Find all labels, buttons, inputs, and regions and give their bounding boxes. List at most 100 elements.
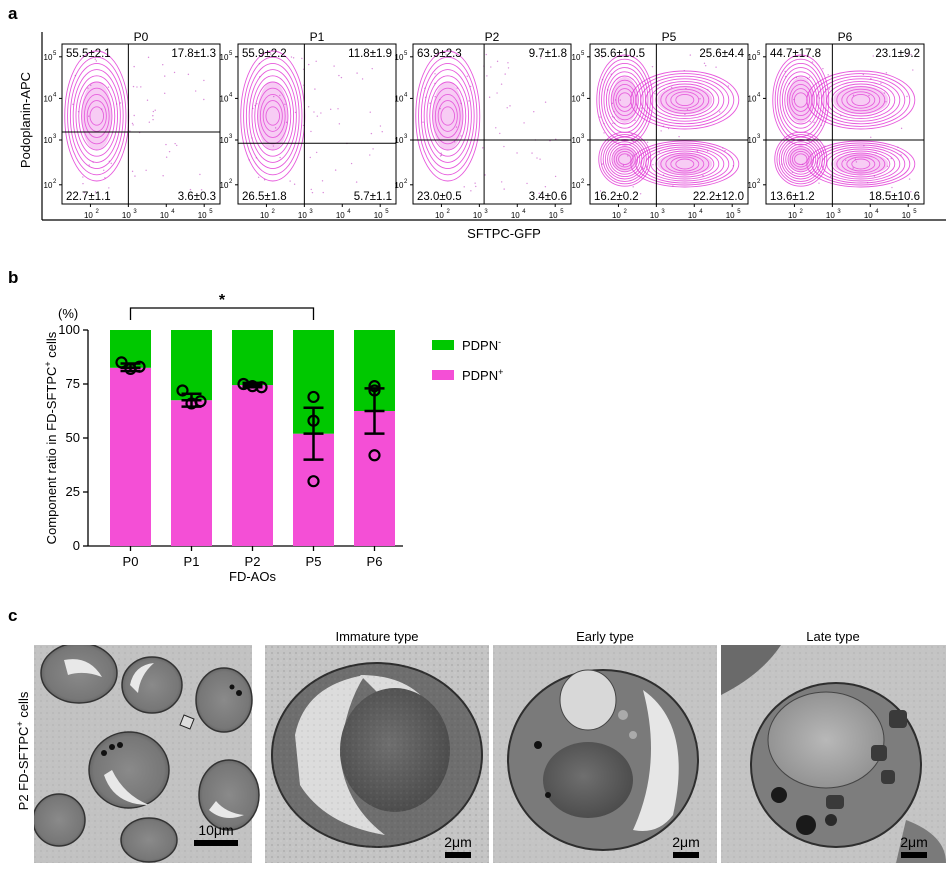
y-tick-label: 25 — [66, 484, 80, 499]
x-tick: 10 — [473, 211, 482, 220]
bar-chart-group: 0 25 50 75 100(%) Component ratio in FD-SFTPC… — [43, 292, 503, 584]
legend-swatch — [432, 340, 454, 350]
x-tick: 10 — [435, 211, 444, 220]
x-tick-exp: 4 — [347, 209, 351, 215]
x-tick-exp: 3 — [133, 209, 137, 215]
svg-text:P2 FD-SFTPC+ cells: P2 FD-SFTPC+ cells — [15, 691, 31, 810]
y-tick-exp: 2 — [581, 179, 585, 185]
data-point — [176, 384, 189, 397]
quadrant-lr: 22.2±12.0 — [693, 191, 744, 203]
x-tick-exp: 3 — [837, 209, 841, 215]
em-images: 10μm 2μm 2μm — [34, 645, 946, 863]
y-tick-exp: 4 — [53, 92, 57, 98]
y-tick: 10 — [220, 94, 229, 103]
x-tick: 10 — [198, 211, 207, 220]
quadrant-ur: 17.8±1.3 — [171, 48, 216, 60]
y-tick-exp: 3 — [229, 134, 233, 140]
panel-a-y-label: Podoplanin-APC — [18, 72, 33, 168]
y-tick: 10 — [44, 53, 53, 62]
y-tick-exp: 4 — [757, 92, 761, 98]
y-tick-exp: 2 — [404, 179, 408, 185]
x-tick-label: P5 — [306, 554, 322, 569]
x-tick: 10 — [650, 211, 659, 220]
x-tick: 10 — [826, 211, 835, 220]
panel-c-letter: c — [8, 606, 18, 625]
quadrant-lr: 3.6±0.3 — [178, 191, 216, 203]
quadrant-ul: 63.9±2.3 — [417, 48, 462, 60]
y-tick-label: 0 — [73, 538, 80, 553]
flow-plot-title: P0 — [134, 30, 149, 44]
significance-bracket — [129, 307, 315, 320]
legend-swatch — [432, 370, 454, 380]
x-axis-label: FD-AOs — [229, 569, 276, 584]
x-tick-exp: 3 — [484, 209, 488, 215]
y-tick-exp: 4 — [581, 92, 585, 98]
quadrant-ur: 9.7±1.8 — [529, 48, 567, 60]
x-tick-exp: 3 — [309, 209, 313, 215]
x-tick: 10 — [374, 211, 383, 220]
x-tick: 10 — [864, 211, 873, 220]
quadrant-lr: 18.5±10.6 — [869, 191, 920, 203]
flow-cytometry-panel: Podoplanin-APC SFTPC-GFP P0 55.5±2.1 17.8±… — [18, 30, 946, 241]
quadrant-ul: 55.9±2.2 — [242, 48, 287, 60]
x-tick-label: P0 — [123, 554, 139, 569]
data-point — [368, 449, 381, 462]
scale-bar-label-3: 2μm — [900, 834, 928, 850]
legend-label: PDPN- — [462, 337, 501, 353]
x-tick: 10 — [788, 211, 797, 220]
quadrant-ll: 22.7±1.1 — [66, 191, 111, 203]
y-tick-exp: 2 — [53, 179, 57, 185]
y-tick: 10 — [572, 94, 581, 103]
panel-c-y-label-text: P2 FD-SFTPC — [16, 727, 31, 811]
y-tick: 10 — [220, 136, 229, 145]
em-title-1: Immature type — [335, 629, 419, 644]
contours — [240, 50, 383, 194]
x-tick: 10 — [549, 211, 558, 220]
x-tick-exp: 3 — [661, 209, 665, 215]
contours — [64, 50, 205, 194]
bar-pdpn-pos-P2 — [232, 385, 273, 546]
significance-star: * — [219, 292, 226, 309]
y-tick-exp: 4 — [229, 92, 233, 98]
y-tick: 10 — [44, 181, 53, 190]
contours — [772, 53, 916, 193]
y-tick: 10 — [748, 94, 757, 103]
data-point — [368, 384, 381, 397]
x-tick-exp: 5 — [560, 209, 564, 215]
panel-b-letter: b — [8, 268, 19, 287]
x-tick-exp: 2 — [446, 209, 450, 215]
em-image-early: 2μm — [493, 645, 717, 863]
data-point — [115, 356, 128, 369]
x-tick-exp: 2 — [95, 209, 99, 215]
quadrant-lr: 3.4±0.6 — [529, 191, 567, 203]
quadrant-ll: 26.5±1.8 — [242, 191, 287, 203]
flow-plot-title: P6 — [838, 30, 853, 44]
x-tick-label: P1 — [184, 554, 200, 569]
x-tick-exp: 2 — [799, 209, 803, 215]
y-tick-exp: 2 — [757, 179, 761, 185]
y-tick-exp: 5 — [404, 51, 408, 57]
y-tick: 10 — [572, 53, 581, 62]
em-image-overview: 10μm — [34, 645, 260, 863]
x-tick-exp: 4 — [171, 209, 175, 215]
y-tick: 10 — [748, 53, 757, 62]
y-tick-exp: 5 — [229, 51, 233, 57]
x-tick-exp: 2 — [623, 209, 627, 215]
y-tick-exp: 5 — [757, 51, 761, 57]
y-tick: 10 — [220, 53, 229, 62]
x-tick: 10 — [688, 211, 697, 220]
x-tick-exp: 4 — [699, 209, 703, 215]
x-tick-exp: 2 — [271, 209, 275, 215]
scale-bar-label-1: 2μm — [444, 834, 472, 850]
y-tick-exp: 5 — [581, 51, 585, 57]
scale-bar-label-0: 10μm — [198, 822, 233, 838]
contours — [415, 50, 557, 194]
x-tick: 10 — [726, 211, 735, 220]
quadrant-ul: 55.5±2.1 — [66, 48, 111, 60]
y-tick: 10 — [44, 136, 53, 145]
x-tick-label: P6 — [367, 554, 383, 569]
panel-c-y-label: P2 FD-SFTPC+ cells — [15, 691, 31, 810]
flow-plot-title: P2 — [485, 30, 500, 44]
